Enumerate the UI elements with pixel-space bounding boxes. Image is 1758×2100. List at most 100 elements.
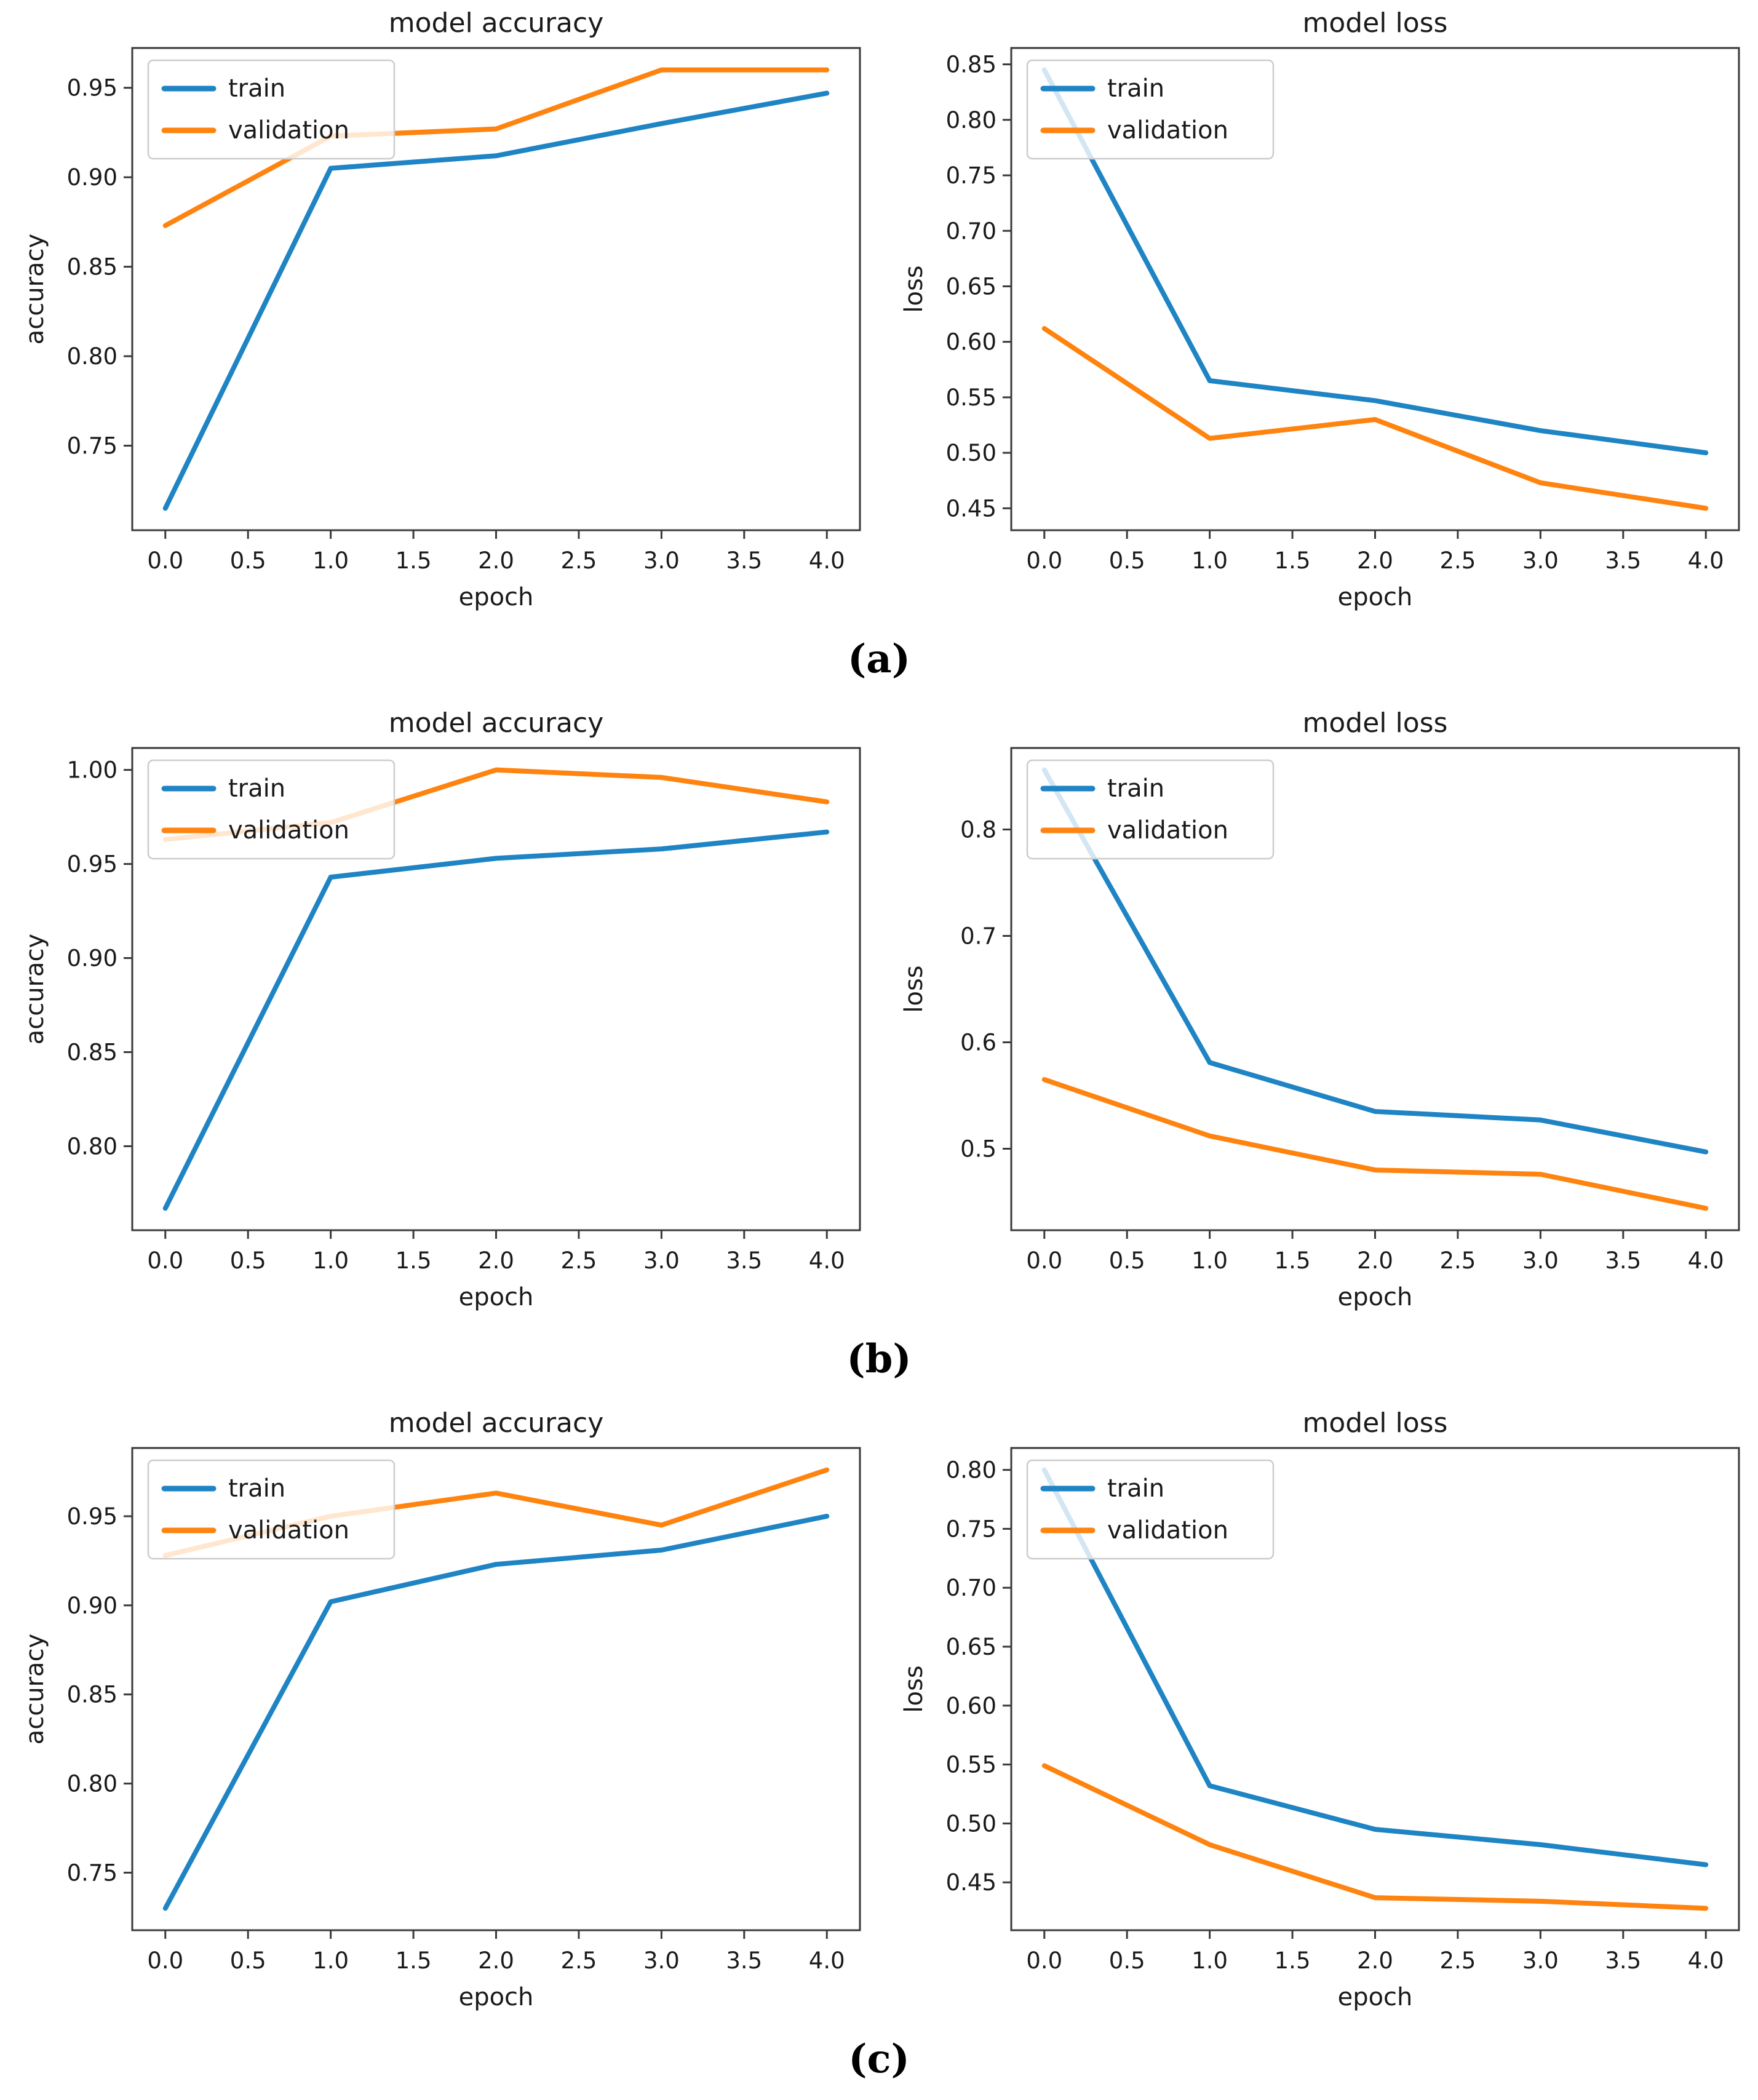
caption-b: (b)	[846, 1335, 912, 1382]
x-tick-label: 1.5	[396, 1247, 432, 1274]
y-axis-label: accuracy	[21, 1634, 49, 1744]
chart-title: model accuracy	[389, 7, 604, 39]
y-tick-label: 0.90	[67, 164, 117, 191]
legend-label-validation: validation	[228, 1516, 349, 1545]
caption-row-b: (b)	[0, 1318, 1758, 1400]
x-tick-label: 3.0	[1522, 547, 1559, 574]
y-tick-label: 0.80	[67, 1133, 117, 1159]
y-tick-label: 0.65	[946, 273, 996, 300]
y-axis-label: loss	[900, 965, 928, 1012]
x-tick-label: 2.5	[1440, 1247, 1476, 1274]
chart-a-accuracy: model accuracy 0.75 0.80 0.85 0.90 0.95 0.0 0.5…	[21, 7, 861, 611]
series-line-train	[162, 90, 830, 511]
y-tick-label: 0.80	[67, 1771, 117, 1797]
legend-label-validation: validation	[1107, 1516, 1228, 1545]
x-tick-label: 3.5	[726, 1247, 762, 1274]
y-tick-label: 0.85	[946, 52, 996, 78]
x-tick-label: 3.0	[1522, 1947, 1559, 1974]
x-tick-label: 3.5	[1605, 547, 1641, 574]
x-tick-label: 0.0	[1026, 1247, 1062, 1274]
y-tick-label: 0.95	[67, 1503, 117, 1530]
y-tick-label: 0.90	[67, 945, 117, 972]
x-tick-label: 4.0	[1688, 547, 1724, 574]
y-tick-label: 1.00	[67, 757, 117, 784]
series-line-validation	[1041, 1763, 1709, 1911]
y-tick-label: 0.80	[946, 107, 996, 133]
y-tick-label: 0.50	[946, 1810, 996, 1837]
y-tick-label: 0.85	[67, 1682, 117, 1708]
series-line-validation	[1041, 1077, 1709, 1211]
x-tick-label: 2.5	[561, 1247, 597, 1274]
x-tick-label: 3.5	[726, 1947, 762, 1974]
x-tick-label: 4.0	[1688, 1247, 1724, 1274]
x-tick-label: 4.0	[809, 1947, 845, 1974]
y-tick-label: 0.7	[960, 923, 996, 950]
subplot-a-loss: model loss 0.45 0.50 0.55 0.60 0.65 0.70 0.75 0.…	[879, 0, 1758, 618]
chart-title: model loss	[1303, 1407, 1448, 1439]
plot-spines	[1010, 47, 1740, 531]
chart-title: model loss	[1303, 707, 1448, 739]
x-axis-label: epoch	[459, 583, 534, 611]
plot-spines	[1010, 1447, 1740, 1931]
subplot-b-loss: model loss 0.5 0.6 0.7 0.8 0.0 0.5 1.0 1.5 2.0 2.5…	[879, 700, 1758, 1318]
x-tick-label: 2.0	[478, 1247, 514, 1274]
x-tick-label: 1.5	[1275, 1947, 1311, 1974]
row-b: model accuracy 0.80 0.85 0.90 0.95 1.00 0.0 0.5…	[0, 700, 1758, 1318]
y-tick-label: 0.55	[946, 384, 996, 411]
series-line-validation	[1041, 326, 1709, 511]
y-tick-label: 0.60	[946, 329, 996, 356]
y-tick-label: 0.80	[946, 1457, 996, 1484]
x-tick-label: 1.5	[1275, 547, 1311, 574]
subplot-c-accuracy: model accuracy 0.75 0.80 0.85 0.90 0.95 0.0 0.5…	[0, 1400, 879, 2018]
y-tick-label: 0.45	[946, 495, 996, 522]
legend-label-train: train	[1107, 1474, 1164, 1503]
series-line-train	[1041, 767, 1709, 1155]
chart-b-accuracy: model accuracy 0.80 0.85 0.90 0.95 1.00 0.0 0.5…	[21, 707, 861, 1311]
y-tick-label: 0.5	[960, 1136, 996, 1162]
legend-label-train: train	[228, 1474, 285, 1503]
x-tick-label: 0.5	[230, 547, 266, 574]
x-axis-label: epoch	[1338, 1283, 1413, 1311]
x-tick-label: 0.5	[230, 1247, 266, 1274]
x-tick-label: 0.0	[1026, 1947, 1062, 1974]
x-tick-label: 3.0	[1522, 1247, 1559, 1274]
subplot-c-loss: model loss 0.45 0.50 0.55 0.60 0.65 0.70 0.75 0.…	[879, 1400, 1758, 2018]
caption-row-c: (c)	[0, 2018, 1758, 2100]
row-a: model accuracy 0.75 0.80 0.85 0.90 0.95 0.0 0.5…	[0, 0, 1758, 618]
series-line-validation	[162, 67, 830, 228]
x-tick-label: 4.0	[1688, 1947, 1724, 1974]
chart-title: model loss	[1303, 7, 1448, 39]
y-axis-label: loss	[900, 265, 928, 312]
y-tick-label: 0.75	[67, 1859, 117, 1886]
chart-a-loss: model loss 0.45 0.50 0.55 0.60 0.65 0.70 0.75 0.…	[900, 7, 1740, 611]
chart-title: model accuracy	[389, 1407, 604, 1439]
x-tick-label: 2.0	[478, 547, 514, 574]
plot-spines	[131, 47, 861, 531]
x-tick-label: 2.5	[561, 1947, 597, 1974]
x-tick-label: 0.5	[230, 1947, 266, 1974]
legend-box	[147, 59, 396, 160]
caption-row-a: (a)	[0, 618, 1758, 700]
x-tick-label: 0.0	[1026, 547, 1062, 574]
y-axis-label: loss	[900, 1665, 928, 1712]
x-tick-label: 0.5	[1109, 1947, 1145, 1974]
x-tick-label: 2.5	[1440, 547, 1476, 574]
x-tick-label: 2.5	[561, 547, 597, 574]
chart-b-loss: model loss 0.5 0.6 0.7 0.8 0.0 0.5 1.0 1.5 2.0 2.5…	[900, 707, 1740, 1311]
x-tick-label: 1.0	[1191, 1947, 1228, 1974]
x-tick-label: 2.5	[1440, 1947, 1476, 1974]
legend-box	[1026, 59, 1275, 160]
x-axis-label: epoch	[459, 1983, 534, 2011]
legend-label-train: train	[1107, 74, 1164, 103]
x-tick-label: 1.5	[396, 1947, 432, 1974]
x-tick-label: 2.0	[1357, 547, 1393, 574]
x-tick-label: 3.0	[643, 1247, 680, 1274]
chart-c-loss: model loss 0.45 0.50 0.55 0.60 0.65 0.70 0.75 0.…	[900, 1407, 1740, 2011]
x-tick-label: 1.0	[1191, 1247, 1228, 1274]
x-tick-label: 0.0	[147, 1247, 183, 1274]
subplot-a-accuracy: model accuracy 0.75 0.80 0.85 0.90 0.95 0.0 0.5…	[0, 0, 879, 618]
y-tick-label: 0.80	[67, 343, 117, 370]
x-tick-label: 1.0	[1191, 547, 1228, 574]
legend-box	[147, 1459, 396, 1560]
legend-label-validation: validation	[228, 816, 349, 845]
